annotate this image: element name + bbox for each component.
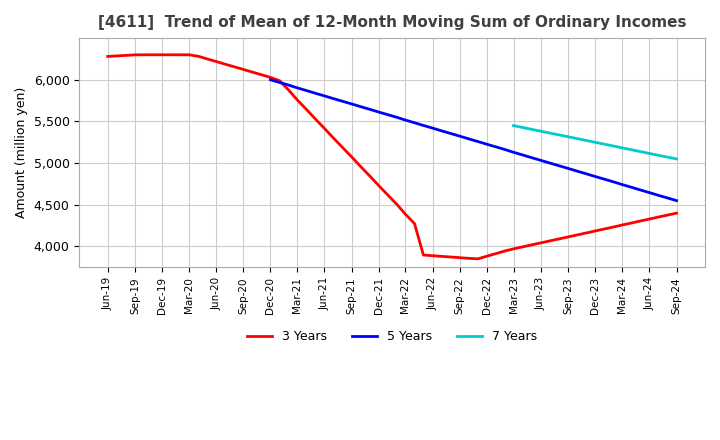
- Line: 7 Years: 7 Years: [513, 126, 677, 159]
- Legend: 3 Years, 5 Years, 7 Years: 3 Years, 5 Years, 7 Years: [242, 325, 542, 348]
- Line: 3 Years: 3 Years: [108, 55, 677, 259]
- Y-axis label: Amount (million yen): Amount (million yen): [15, 87, 28, 218]
- Line: 5 Years: 5 Years: [271, 80, 677, 201]
- Title: [4611]  Trend of Mean of 12-Month Moving Sum of Ordinary Incomes: [4611] Trend of Mean of 12-Month Moving …: [98, 15, 686, 30]
